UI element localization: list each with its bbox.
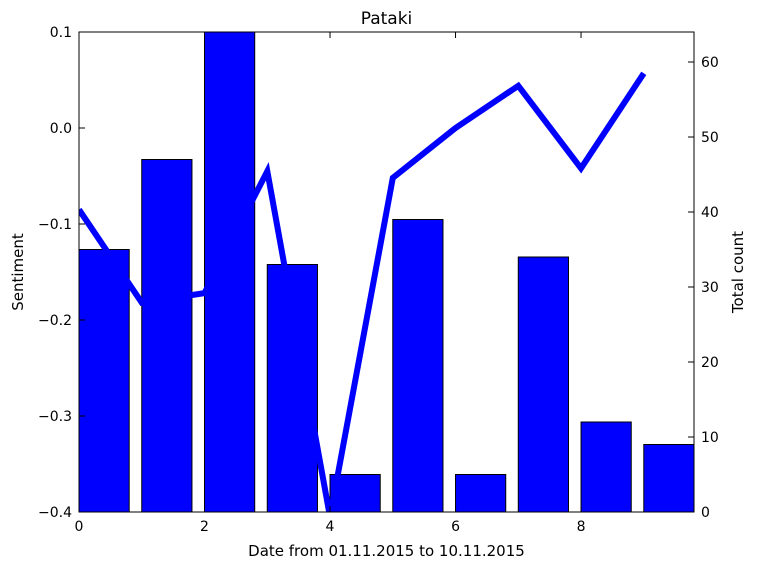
- x-axis-label: Date from 01.11.2015 to 10.11.2015: [248, 542, 525, 560]
- x-tick-label-3: 6: [451, 519, 460, 535]
- x-tick-label-1: 2: [200, 519, 209, 535]
- plot-frame: [78, 31, 695, 513]
- ticks-layer: 0 2 4 6 8 −0.4 −0.3 −0.2 −0.1 0.0 0.1 0 10 20 30 40 50 60: [38, 25, 719, 535]
- right-y-axis-label: Total count: [729, 231, 747, 314]
- x-tick-label-2: 4: [326, 519, 335, 535]
- left-y-tick-label-5: 0.1: [50, 25, 72, 41]
- right-y-tick-label-5: 50: [701, 130, 719, 146]
- bar-7: [517, 256, 569, 512]
- right-y-tick-label-1: 10: [701, 430, 719, 446]
- bar-8: [580, 421, 632, 512]
- chart-title: Pataki: [361, 9, 413, 29]
- right-y-tick-label-6: 60: [701, 55, 719, 71]
- x-tick-label-0: 0: [75, 519, 84, 535]
- left-y-tick-label-2: −0.2: [38, 313, 72, 329]
- left-y-axis-label: Sentiment: [9, 233, 27, 311]
- bars-layer: [79, 32, 694, 512]
- right-y-tick-label-0: 0: [701, 505, 710, 521]
- left-y-tick-label-4: 0.0: [50, 121, 72, 137]
- bar-0: [79, 249, 130, 512]
- line-layer: [79, 71, 647, 512]
- right-y-tick-label-4: 40: [701, 205, 719, 221]
- left-y-tick-label-3: −0.1: [38, 217, 72, 233]
- x-tick-label-4: 8: [577, 519, 586, 535]
- left-y-tick-label-1: −0.3: [38, 409, 72, 425]
- right-y-tick-label-2: 20: [701, 355, 719, 371]
- bar-1: [141, 159, 193, 512]
- bar-9: [643, 444, 694, 512]
- right-y-tick-label-3: 30: [701, 280, 719, 296]
- bar-6: [455, 474, 507, 512]
- bar-5: [392, 219, 444, 512]
- sentiment-line: [79, 71, 647, 512]
- left-y-tick-label-0: −0.4: [38, 505, 72, 521]
